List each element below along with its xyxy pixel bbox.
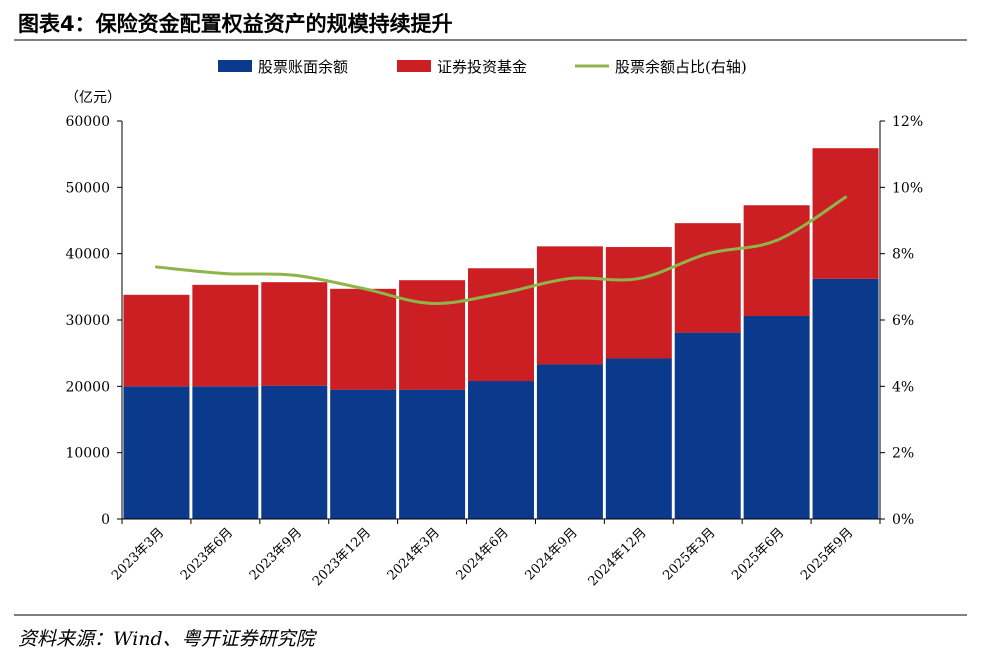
x-tick-label: 2024年6月 xyxy=(454,525,512,583)
right-tick-label: 4% xyxy=(892,379,914,395)
left-tick-label: 60000 xyxy=(65,114,110,130)
x-tick-label: 2025年6月 xyxy=(729,525,787,583)
right-tick-label: 0% xyxy=(892,512,914,528)
right-tick-label: 2% xyxy=(892,446,914,462)
bar-stock-4 xyxy=(399,389,466,519)
bar-stock-10 xyxy=(812,278,879,519)
x-tick-label: 2025年3月 xyxy=(660,525,718,583)
legend-swatch-1 xyxy=(397,60,431,72)
bar-fund-9 xyxy=(743,205,810,317)
bar-stock-6 xyxy=(536,364,603,519)
left-axis-unit: （亿元） xyxy=(65,90,121,106)
ratio-point-0 xyxy=(154,265,158,269)
bar-fund-4 xyxy=(399,280,466,390)
right-tick-label: 6% xyxy=(892,313,914,329)
ratio-point-10 xyxy=(844,195,848,199)
legend-swatch-0 xyxy=(218,60,252,72)
legend: 股票账面余额 证券投资基金 股票余额占比(右轴) xyxy=(218,58,747,76)
bar-stock-3 xyxy=(330,389,397,519)
source-divider xyxy=(14,614,967,616)
bar-fund-1 xyxy=(192,284,259,387)
legend-label-0: 股票账面余额 xyxy=(258,58,348,76)
x-tick-label: 2023年6月 xyxy=(178,525,236,583)
bar-stock-9 xyxy=(743,316,810,519)
bar-stock-1 xyxy=(192,386,259,519)
left-tick-label: 40000 xyxy=(65,247,110,263)
legend-label-1: 证券投资基金 xyxy=(437,58,527,76)
ratio-point-7 xyxy=(637,277,641,281)
left-tick-label: 20000 xyxy=(65,379,110,395)
ratio-point-8 xyxy=(706,252,710,256)
x-tick-label: 2023年3月 xyxy=(109,525,167,583)
ratio-point-4 xyxy=(430,301,434,305)
bar-stock-2 xyxy=(261,385,328,519)
line-layer xyxy=(154,195,848,305)
ratio-point-6 xyxy=(568,277,572,281)
right-tick-label: 8% xyxy=(892,247,914,263)
chart-title: 图表4：保险资金配置权益资产的规模持续提升 xyxy=(18,12,453,36)
bar-stock-7 xyxy=(605,358,672,519)
bar-fund-3 xyxy=(330,288,397,390)
bar-stock-0 xyxy=(123,386,190,519)
left-tick-label: 30000 xyxy=(65,313,110,329)
x-tick-label: 2024年12月 xyxy=(586,525,650,589)
left-tick-label: 50000 xyxy=(65,180,110,196)
bar-fund-7 xyxy=(605,247,672,359)
ratio-point-3 xyxy=(361,286,365,290)
ratio-point-5 xyxy=(499,291,503,295)
left-tick-label: 0 xyxy=(101,512,110,528)
right-tick-label: 12% xyxy=(892,114,923,130)
bar-fund-8 xyxy=(674,223,741,333)
x-tick-label: 2024年9月 xyxy=(523,525,581,583)
bar-fund-0 xyxy=(123,294,190,387)
left-tick-label: 10000 xyxy=(65,446,110,462)
x-tick-label: 2023年12月 xyxy=(310,525,374,589)
bar-fund-6 xyxy=(536,246,603,365)
x-tick-label: 2024年3月 xyxy=(385,525,443,583)
bar-stock-8 xyxy=(674,332,741,519)
legend-label-2: 股票余额占比(右轴) xyxy=(615,58,747,76)
x-tick-label: 2025年9月 xyxy=(798,525,856,583)
right-tick-label: 10% xyxy=(892,180,923,196)
source-note: 资料来源：Wind、粤开证券研究院 xyxy=(18,628,315,650)
ratio-point-9 xyxy=(775,238,779,242)
title-divider xyxy=(14,39,967,41)
x-tick-label: 2023年9月 xyxy=(247,525,305,583)
bars xyxy=(123,148,879,519)
ratio-point-2 xyxy=(292,273,296,277)
bar-fund-2 xyxy=(261,282,328,386)
ratio-point-1 xyxy=(223,272,227,276)
bar-fund-5 xyxy=(468,268,534,382)
bar-stock-5 xyxy=(468,381,534,519)
